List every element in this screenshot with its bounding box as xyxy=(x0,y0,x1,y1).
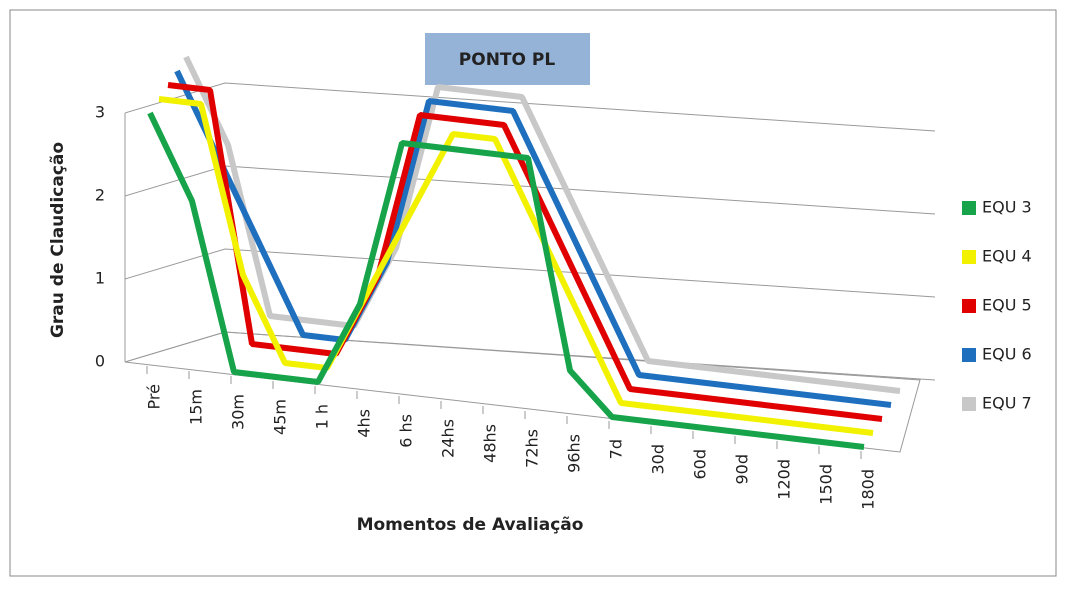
x-tick-label: 30d xyxy=(649,444,668,475)
x-tick-label: 4hs xyxy=(355,409,374,438)
title-box xyxy=(425,33,590,85)
legend-label: EQU 6 xyxy=(982,345,1032,364)
legend-swatch xyxy=(962,299,976,313)
legend-label: EQU 5 xyxy=(982,296,1032,315)
legend-swatch xyxy=(962,348,976,362)
x-tick-label: 48hs xyxy=(481,424,500,463)
y-tick-label: 0 xyxy=(95,352,105,371)
series-line xyxy=(158,96,874,436)
series-line xyxy=(167,82,883,422)
y-tick-label: 1 xyxy=(95,269,105,288)
x-tick-label: 180d xyxy=(859,469,878,510)
x-tick-label: 6 hs xyxy=(397,414,416,448)
x-tick-label: 24hs xyxy=(439,419,458,458)
chart-title: PONTO PL xyxy=(459,50,556,70)
x-axis-label: Momentos de Avaliação xyxy=(357,515,584,535)
series-line xyxy=(147,111,865,450)
legend-swatch xyxy=(962,397,976,411)
y-axis-label: Grau de Claudicação xyxy=(48,142,68,338)
x-tick-label: 30m xyxy=(229,394,248,430)
legend-swatch xyxy=(962,250,976,264)
legend-label: EQU 7 xyxy=(982,394,1032,413)
x-tick-label: 7d xyxy=(607,439,626,459)
x-tick-label: 72hs xyxy=(523,429,542,468)
x-tick-label: 90d xyxy=(733,454,752,485)
grid-line xyxy=(124,248,936,298)
series-line xyxy=(174,69,892,408)
y-tick-label: 3 xyxy=(95,103,105,122)
x-tick-label: 60d xyxy=(691,449,710,480)
x-tick-label: 96hs xyxy=(565,434,584,473)
y-tick-label: 2 xyxy=(95,186,105,205)
x-tick-label: 1 h xyxy=(313,404,332,429)
x-tick-label: 120d xyxy=(775,459,794,500)
x-tick-label: 45m xyxy=(271,399,290,435)
legend-label: EQU 4 xyxy=(982,247,1032,266)
legend-label: EQU 3 xyxy=(982,198,1032,217)
x-tick-label: 150d xyxy=(817,464,836,505)
series-line xyxy=(183,55,901,394)
x-tick-label: Pré xyxy=(145,384,164,409)
chart-frame xyxy=(9,9,1057,577)
legend-swatch xyxy=(962,201,976,215)
grid-line xyxy=(124,82,936,132)
x-tick-label: 15m xyxy=(187,389,206,425)
